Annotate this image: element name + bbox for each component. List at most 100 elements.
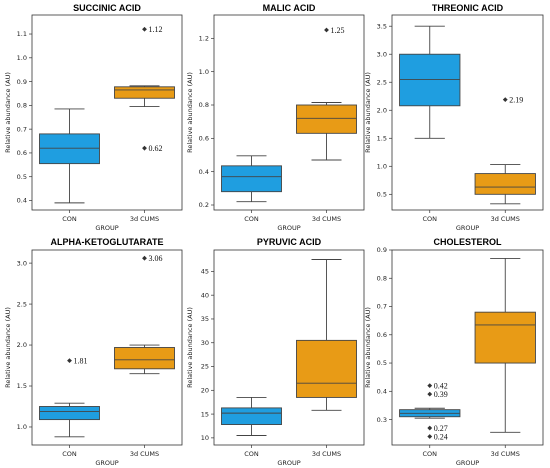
outlier-marker (502, 97, 508, 103)
x-axis-label: GROUP (277, 459, 300, 467)
iqr-box (474, 173, 536, 195)
outlier-label: 0.62 (149, 144, 163, 153)
x-tick-label: 3d CUMS (130, 215, 159, 223)
y-tick-label: 0.5 (377, 191, 387, 199)
box-3d-cums (474, 164, 536, 205)
outlier-label: 0.27 (434, 424, 448, 433)
y-tick-label: 0.4 (377, 388, 387, 396)
iqr-box (114, 86, 175, 99)
outlier-marker (324, 27, 329, 33)
y-tick-label: 30 (201, 339, 209, 347)
iqr-box (296, 104, 357, 134)
x-tick-label: 3d CUMS (312, 215, 341, 223)
y-axis-label: Relative abundance (AU) (4, 72, 12, 153)
outlier-label: 0.42 (434, 381, 448, 390)
chart-title: CHOLESTEROL (433, 237, 502, 247)
y-tick-label: 45 (201, 268, 209, 276)
y-tick-label: 2.0 (17, 341, 27, 349)
x-tick-label: CON (62, 215, 77, 223)
x-axis-label: GROUP (95, 459, 118, 467)
chart-title: PYRUVIC ACID (257, 237, 322, 247)
x-axis-label: GROUP (456, 459, 479, 467)
y-axis-label: Relative abundance (AU) (364, 307, 372, 388)
y-tick-label: 1.5 (17, 382, 27, 390)
outlier-label: 2.19 (509, 95, 523, 104)
x-tick-label: 3d CUMS (491, 215, 520, 223)
chart-panel: PYRUVIC ACID 10 15 20 25 30 35 40 45 Relative abu… (186, 237, 365, 467)
outlier-marker (427, 425, 433, 431)
outlier-marker (142, 145, 147, 151)
iqr-box (474, 311, 536, 364)
y-tick-label: 1.0 (17, 54, 27, 62)
chart-title: ALPHA-KETOGLUTARATE (51, 237, 164, 247)
outlier-label: 0.24 (434, 432, 448, 441)
y-axis-label: Relative abundance (AU) (186, 307, 194, 388)
plot-frame (391, 249, 544, 446)
outlier-label: 1.12 (149, 25, 163, 34)
chart-panel: MALIC ACID 0.2 0.4 0.6 0.8 1.0 1.2 Relative abu… (186, 3, 365, 232)
plot-frame (391, 14, 544, 211)
box-con (39, 402, 100, 438)
y-tick-label: 0.8 (17, 102, 27, 110)
box-con (399, 407, 461, 419)
y-tick-label: 0.7 (17, 125, 27, 133)
y-tick-label: 1.0 (377, 162, 387, 170)
outlier-marker (142, 255, 147, 261)
y-tick-label: 1.0 (17, 423, 27, 431)
y-tick-label: 25 (201, 363, 209, 371)
outlier-marker (427, 391, 433, 397)
box-3d-cums (296, 102, 357, 161)
x-tick-label: 3d CUMS (130, 450, 159, 458)
outlier-label: 1.81 (74, 356, 88, 365)
y-tick-label: 1.2 (199, 35, 209, 43)
outlier-label: 3.06 (149, 254, 163, 263)
y-tick-label: 0.5 (377, 359, 387, 367)
y-axis-label: Relative abundance (AU) (4, 307, 12, 388)
x-tick-label: CON (62, 450, 77, 458)
y-tick-label: 35 (201, 315, 209, 323)
plot-frame (31, 249, 183, 446)
plot-frame (31, 14, 183, 211)
iqr-box (221, 407, 282, 425)
x-tick-label: 3d CUMS (312, 450, 341, 458)
y-tick-label: 0.7 (377, 303, 387, 311)
iqr-box (39, 406, 100, 421)
x-axis-label: GROUP (456, 224, 479, 232)
y-tick-label: 3.5 (377, 22, 387, 30)
iqr-box (399, 53, 461, 107)
y-tick-label: 0.9 (377, 246, 387, 254)
x-tick-label: 3d CUMS (491, 450, 520, 458)
x-tick-label: CON (422, 215, 437, 223)
outlier-marker (427, 434, 433, 439)
chart-panel: ALPHA-KETOGLUTARATE 1.0 1.5 2.0 2.5 3.0 Relati… (4, 237, 183, 467)
outlier-label: 1.25 (331, 26, 345, 35)
box-con (221, 396, 282, 436)
y-tick-label: 0.8 (199, 101, 209, 109)
x-tick-label: CON (244, 215, 259, 223)
y-tick-label: 0.3 (377, 416, 387, 424)
box-3d-cums (296, 259, 357, 411)
plot-frame (213, 14, 365, 211)
outlier-marker (427, 383, 433, 389)
chart-title: MALIC ACID (263, 3, 316, 13)
y-tick-label: 15 (201, 410, 209, 418)
iqr-box (296, 339, 357, 398)
y-tick-label: 2.5 (377, 78, 387, 86)
box-con (399, 25, 461, 139)
box-3d-cums (114, 344, 175, 375)
y-tick-label: 3.0 (377, 50, 387, 58)
plot-frame (213, 249, 365, 446)
y-tick-label: 0.4 (199, 168, 209, 176)
x-tick-label: CON (422, 450, 437, 458)
outlier-label: 0.39 (434, 390, 448, 399)
y-tick-label: 1.5 (377, 134, 387, 142)
box-3d-cums (114, 85, 175, 108)
iqr-box (39, 133, 100, 165)
x-axis-label: GROUP (95, 224, 118, 232)
y-tick-label: 40 (201, 291, 209, 299)
iqr-box (114, 347, 175, 370)
y-tick-label: 2.0 (377, 106, 387, 114)
chart-panel: THREONIC ACID 0.5 1.0 1.5 2.0 2.5 3.0 3.5 Relati… (364, 3, 544, 232)
y-tick-label: 0.2 (199, 201, 209, 209)
